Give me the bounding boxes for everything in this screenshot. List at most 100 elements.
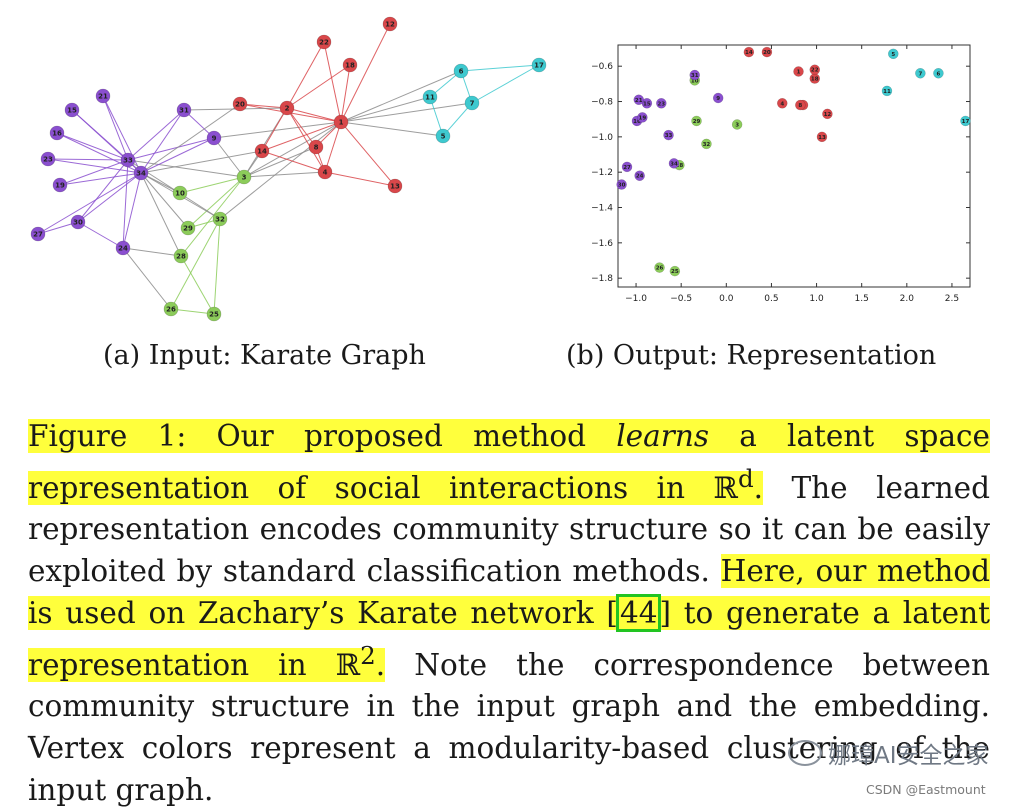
- graph-edge-4-13: [324, 171, 396, 187]
- graph-node-26: [163, 301, 179, 317]
- scatter-point-label-30: 30: [618, 183, 626, 189]
- graph-edge-25-26: [170, 308, 215, 315]
- scatter-point-label-33: 33: [665, 133, 673, 139]
- scatter-point-label-32: 32: [703, 142, 711, 148]
- graph-node-32: [212, 211, 228, 227]
- graph-edge-29-34: [140, 172, 189, 229]
- graph-edge-23-34: [47, 158, 142, 174]
- graph-node-label-28: 28: [176, 253, 186, 261]
- graph-node-12: [382, 16, 398, 32]
- scatter-point-13: [816, 131, 828, 143]
- graph-node-28: [173, 248, 189, 264]
- graph-node-label-27: 27: [33, 231, 43, 239]
- scatter-point-9: [712, 92, 724, 104]
- graph-node-31: [176, 102, 192, 118]
- y-tick-label: −1.6: [591, 239, 613, 249]
- graph-edge-9-34: [140, 137, 215, 174]
- graph-edge-19-34: [59, 172, 142, 186]
- graph-node-label-14: 14: [257, 148, 267, 156]
- scatter-point-8: [795, 99, 806, 111]
- graph-edge-1-18: [340, 64, 351, 123]
- graph-edge-24-33: [122, 159, 129, 249]
- scatter-point-label-22: 22: [811, 68, 819, 74]
- graph-node-9: [206, 130, 222, 146]
- scatter-point-30: [616, 179, 627, 190]
- graph-node-label-5: 5: [441, 133, 446, 141]
- scatter-point-label-12: 12: [824, 112, 832, 118]
- graph-edge-28-34: [140, 172, 182, 257]
- scatter-point-label-10: 10: [691, 78, 699, 84]
- x-tick-label: 0.0: [719, 294, 734, 304]
- graph-node-label-15: 15: [67, 107, 77, 115]
- graph-node-29: [180, 220, 196, 236]
- graph-edge-2-8: [286, 107, 317, 148]
- graph-edge-31-33: [127, 109, 185, 161]
- karate-graph: 1234567891011121314151617181920212223242…: [30, 16, 547, 322]
- scatter-point-14: [743, 46, 755, 58]
- graph-edge-3-28: [180, 176, 245, 257]
- scatter-point-5: [888, 48, 899, 60]
- scatter-point-label-27: 27: [623, 165, 631, 171]
- scatter-point-4: [777, 98, 788, 109]
- graph-edge-7-17: [471, 64, 540, 104]
- graph-node-13: [387, 178, 403, 194]
- scatter-point-7: [915, 68, 926, 79]
- graph-node-30: [70, 214, 86, 230]
- scatter-point-34: [668, 158, 680, 169]
- graph-node-24: [115, 240, 131, 256]
- scatter-point-25: [669, 265, 681, 277]
- scatter-point-label-21: 21: [635, 98, 643, 104]
- wechat-icon: [788, 740, 822, 766]
- graph-node-label-19: 19: [55, 182, 65, 190]
- embedding-scatter-plot: −1.0 −0.5 0.0 0.5 1.0 1.5 2.0 2.5 −0.6 −0.8 −1.0 −1…: [591, 44, 971, 304]
- graph-edge-1-12: [340, 23, 391, 123]
- citation-link-44[interactable]: 44: [615, 594, 662, 633]
- plot-frame: [617, 44, 971, 288]
- scatter-point-17: [960, 115, 971, 127]
- graph-node-33: [120, 152, 136, 168]
- subcaption-b: (b) Output: Representation: [566, 340, 937, 371]
- graph-node-label-11: 11: [425, 94, 435, 102]
- graph-node-label-6: 6: [459, 68, 464, 76]
- graph-node-label-24: 24: [118, 245, 128, 253]
- graph-edge-3-10: [179, 176, 245, 194]
- graph-node-label-1: 1: [339, 119, 344, 127]
- scatter-point-3: [731, 119, 743, 130]
- graph-node-label-29: 29: [183, 225, 193, 233]
- graph-node-34: [133, 165, 149, 181]
- graph-edge-25-32: [213, 218, 221, 315]
- graph-edge-1-6: [340, 70, 462, 123]
- graph-edge-9-33: [127, 137, 215, 161]
- graph-edge-1-11: [340, 96, 431, 123]
- graph-node-label-8: 8: [314, 144, 319, 152]
- graph-edge-30-34: [77, 172, 142, 223]
- csdn-credit: CSDN @Eastmount: [866, 782, 986, 797]
- graph-edge-14-34: [140, 150, 263, 174]
- graph-node-label-34: 34: [136, 170, 146, 178]
- graph-node-8: [308, 139, 324, 155]
- scatter-point-26: [654, 262, 665, 273]
- graph-edge-23-33: [47, 158, 129, 161]
- scatter-point-label-24: 24: [636, 174, 644, 180]
- graph-edge-24-30: [77, 221, 124, 249]
- y-tick-label: −0.8: [591, 98, 613, 108]
- graph-node-5: [435, 128, 451, 144]
- graph-edge-2-20: [239, 103, 288, 109]
- graph-edge-1-32: [219, 121, 342, 220]
- scatter-point-label-14: 14: [745, 50, 753, 56]
- scatter-point-label-1: 1: [797, 69, 801, 75]
- y-tick-label: −1.2: [591, 168, 613, 178]
- scatter-point-11: [881, 85, 893, 97]
- graph-node-7: [464, 95, 480, 111]
- x-tick-label: 0.5: [764, 294, 778, 304]
- x-tick-label: −0.5: [670, 294, 692, 304]
- graph-node-label-9: 9: [212, 135, 217, 143]
- graph-node-label-4: 4: [323, 169, 328, 177]
- scatter-point-label-25: 25: [671, 269, 679, 275]
- scatter-point-label-15: 15: [643, 101, 651, 107]
- graph-node-14: [254, 143, 270, 159]
- graph-edge-2-4: [286, 107, 326, 173]
- graph-edge-1-5: [340, 121, 444, 137]
- scatter-point-20: [761, 46, 773, 58]
- graph-edge-20-34: [140, 103, 241, 174]
